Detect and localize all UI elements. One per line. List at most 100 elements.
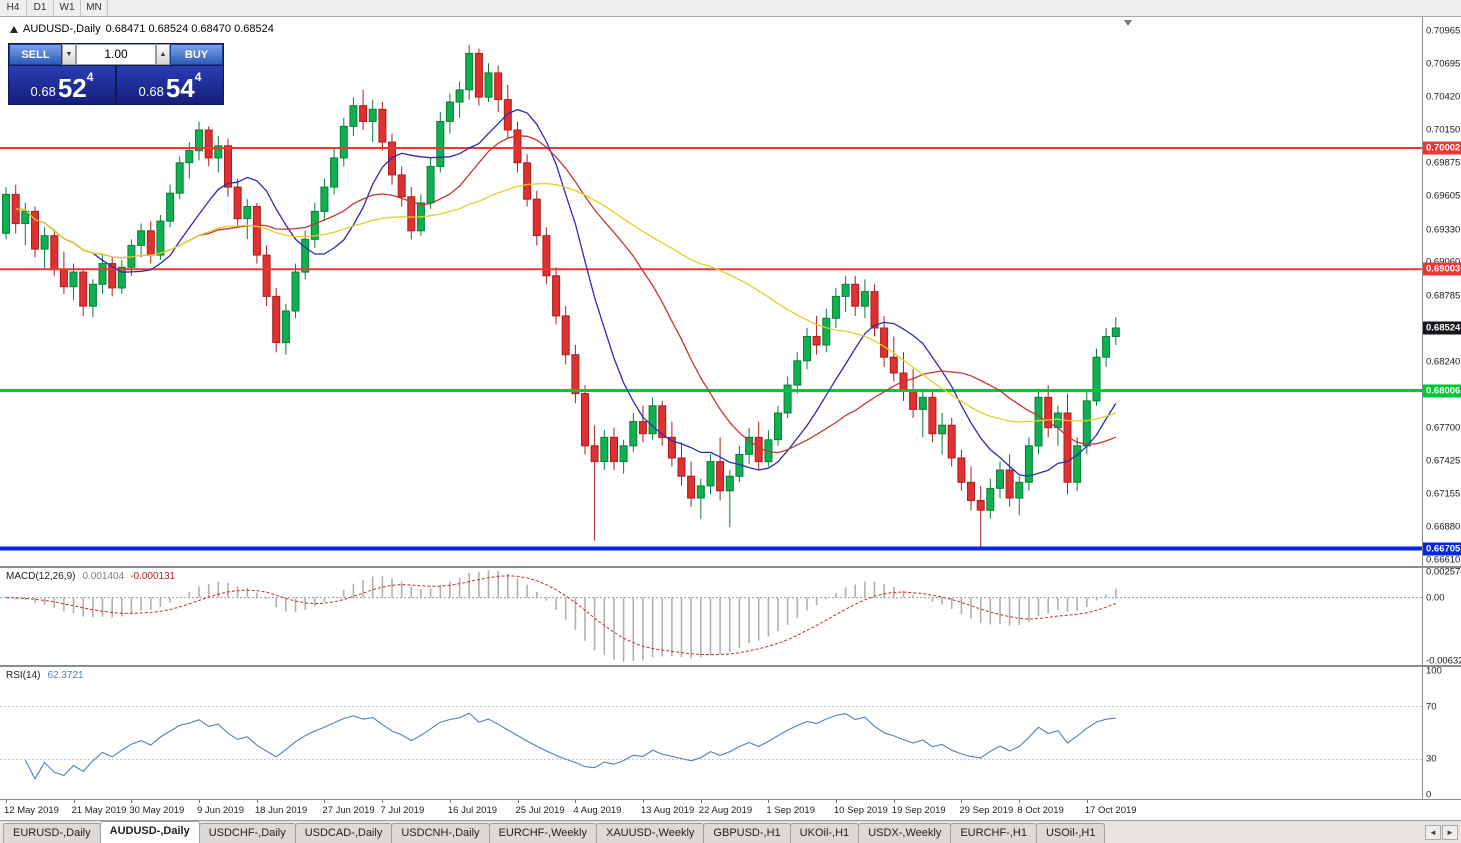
price-axis-label: 0.68785 (1426, 290, 1461, 302)
price-chart[interactable] (0, 17, 1422, 566)
date-tick-mark (835, 800, 837, 803)
date-label: 17 Oct 2019 (1084, 805, 1137, 816)
macd-signal-value: -0.000131 (130, 571, 176, 582)
date-tick-mark (700, 800, 702, 803)
symbol-tab-audusd-daily[interactable]: AUDUSD-,Daily (99, 821, 200, 843)
symbol-tab-eurchf-weekly[interactable]: EURCHF-,Weekly (488, 823, 597, 843)
macd-main-value: 0.001404 (82, 571, 125, 582)
date-tick-mark (382, 800, 384, 803)
date-tick-mark (768, 800, 770, 803)
price-axis[interactable]: 0.70965 0.70695 0.70420 0.70150 0.69875 0.696… (1422, 17, 1461, 801)
period-tab-strip: H4 D1 W1 MN (0, 0, 1461, 17)
indicator-axis-label: 70 (1426, 701, 1437, 713)
volume-input[interactable]: 1.00 (76, 44, 156, 65)
symbol-tab-usdcad-daily[interactable]: USDCAD-,Daily (294, 823, 393, 843)
moving-average-lines (15, 108, 1117, 477)
period-tab-h4[interactable]: H4 (0, 0, 27, 16)
price-badge-support-line-green: 0.68006 (1423, 384, 1461, 397)
rsi-panel[interactable] (0, 667, 1422, 799)
ma-10-line (15, 108, 1117, 477)
chart-title: AUDUSD-,Daily 0.68471 0.68524 0.68470 0.… (10, 23, 274, 35)
date-label: 21 May 2019 (71, 805, 127, 816)
chart-tab-bar: EURUSD-,Daily AUDUSD-,Daily USDCHF-,Daily U… (0, 820, 1461, 843)
panel-separator (0, 799, 1461, 800)
buy-price-display[interactable]: 0.68 54 4 (117, 66, 223, 104)
date-label: 16 Jul 2019 (447, 805, 498, 816)
buy-button[interactable]: BUY (170, 44, 223, 65)
rsi-value: 62.3721 (47, 670, 84, 681)
tab-scroll-left-icon[interactable]: ◄ (1425, 825, 1441, 840)
date-label: 9 Jun 2019 (197, 805, 245, 816)
date-tick-mark (893, 800, 895, 803)
date-tick-mark (449, 800, 451, 803)
indicator-axis-label: 0 (1426, 789, 1432, 801)
price-axis-label: 0.67155 (1426, 488, 1461, 500)
date-axis[interactable]: 12 May 2019 21 May 2019 30 May 2019 9 Jun 2… (0, 800, 1461, 819)
date-label: 4 Aug 2019 (573, 805, 622, 816)
date-tick-mark (517, 800, 519, 803)
date-tick-mark (73, 800, 75, 803)
price-axis-label: 0.70965 (1426, 25, 1461, 37)
panel-separator[interactable] (0, 566, 1461, 568)
symbol-tab-eurusd-daily[interactable]: EURUSD-,Daily (3, 823, 101, 843)
symbol-tab-usdx-weekly[interactable]: USDX-,Weekly (858, 823, 952, 843)
chart-shift-marker-icon (1124, 20, 1132, 26)
date-label: 12 May 2019 (4, 805, 59, 816)
rsi-level-lines (0, 706, 1422, 760)
horizontal-level-lines (0, 147, 1422, 551)
price-axis-label: 0.69605 (1426, 190, 1461, 202)
price-axis-label: 0.69330 (1426, 224, 1461, 236)
date-label: 1 Sep 2019 (766, 805, 815, 816)
macd-panel[interactable] (0, 568, 1422, 665)
price-axis-label: 0.70420 (1426, 91, 1461, 103)
date-label: 25 Jul 2019 (515, 805, 565, 816)
period-tab-d1[interactable]: D1 (27, 0, 54, 16)
price-axis-label: 0.69060 (1426, 257, 1460, 268)
sell-price-big-digits: 52 (57, 73, 87, 103)
volume-increase-icon[interactable]: ▲ (156, 44, 170, 65)
chart-ohlc-values: 0.68471 0.68524 0.68470 0.68524 (105, 23, 274, 35)
date-tick-mark (131, 800, 133, 803)
symbol-tab-eurchf-h1[interactable]: EURCHF-,H1 (950, 823, 1037, 843)
date-tick-mark (961, 800, 963, 803)
sell-button[interactable]: SELL (9, 44, 62, 65)
symbol-tab-usoil-h1[interactable]: USOil-,H1 (1035, 823, 1106, 843)
tab-scroll-arrows: ◄ ► (1425, 825, 1458, 840)
period-tab-w1[interactable]: W1 (54, 0, 81, 16)
date-tick-mark (6, 800, 7, 803)
date-label: 10 Sep 2019 (833, 805, 888, 816)
macd-name: MACD(12,26,9) (6, 571, 76, 582)
symbol-tab-ukoil-h1[interactable]: UKOil-,H1 (789, 823, 860, 843)
symbol-tab-gbpusd-h1[interactable]: GBPUSD-,H1 (703, 823, 791, 843)
sell-price-display[interactable]: 0.68 52 4 (9, 66, 115, 104)
trade-panel-top-row: SELL ▼ 1.00 ▲ BUY (9, 44, 223, 65)
indicator-axis-label: 100 (1426, 665, 1442, 677)
trade-panel-price-row: 0.68 52 4 0.68 54 4 (9, 66, 223, 104)
indicator-axis-label: 0.002574 (1426, 566, 1461, 578)
price-axis-label: 0.68240 (1426, 356, 1461, 368)
symbol-tab-usdchf-daily[interactable]: USDCHF-,Daily (198, 823, 296, 843)
date-tick-mark (1019, 800, 1021, 803)
period-tab-mn[interactable]: MN (81, 0, 108, 16)
candles (2, 44, 1120, 550)
volume-decrease-icon[interactable]: ▼ (62, 44, 76, 65)
macd-histogram (14, 570, 1117, 662)
panel-separator[interactable] (0, 665, 1461, 667)
date-label: 13 Aug 2019 (640, 805, 695, 816)
price-badge-resistance-line-1: 0.70002 (1423, 141, 1461, 155)
date-tick-mark (642, 800, 644, 803)
indicator-axis-label: -0.006326 (1426, 655, 1461, 667)
tab-scroll-right-icon[interactable]: ► (1442, 825, 1458, 840)
date-tick-mark (256, 800, 258, 803)
macd-label: MACD(12,26,9) 0.001404 -0.000131 (6, 571, 175, 582)
date-label: 29 Sep 2019 (959, 805, 1014, 816)
date-label: 19 Sep 2019 (891, 805, 946, 816)
symbol-tab-xauusd-weekly[interactable]: XAUUSD-,Weekly (595, 823, 705, 843)
date-label: 22 Aug 2019 (698, 805, 753, 816)
price-axis-label: 0.70150 (1426, 124, 1461, 136)
symbol-tab-usdcnh-daily[interactable]: USDCNH-,Daily (391, 823, 490, 843)
buy-price-pipette: 4 (194, 70, 202, 84)
date-label: 27 Jun 2019 (322, 805, 375, 816)
date-tick-mark (1086, 800, 1088, 803)
